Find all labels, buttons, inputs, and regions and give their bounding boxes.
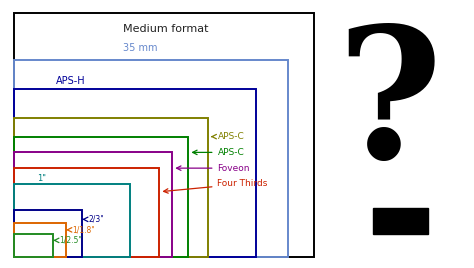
Bar [14, 118, 208, 258]
Text: ?: ? [337, 20, 442, 196]
Text: APS-H: APS-H [56, 76, 86, 87]
Bar [14, 137, 189, 258]
Text: 2/3": 2/3" [83, 215, 104, 224]
Text: 1/2.5": 1/2.5" [54, 236, 82, 245]
Bar [14, 61, 288, 258]
Text: APS-C: APS-C [211, 132, 244, 141]
Text: Medium format: Medium format [123, 24, 209, 34]
Bar [14, 152, 173, 258]
Text: Foveon: Foveon [176, 164, 250, 173]
Text: Four Thirds: Four Thirds [164, 179, 268, 193]
Bar [373, 207, 428, 234]
Bar [14, 234, 53, 258]
Text: 1": 1" [37, 174, 46, 183]
Bar [14, 184, 130, 258]
Bar [14, 89, 256, 258]
Text: APS-C: APS-C [192, 148, 244, 157]
Bar [14, 210, 82, 258]
Text: 35 mm: 35 mm [123, 43, 157, 53]
Text: 1/1.8": 1/1.8" [67, 225, 95, 234]
Bar [14, 223, 66, 258]
Bar [14, 168, 159, 258]
